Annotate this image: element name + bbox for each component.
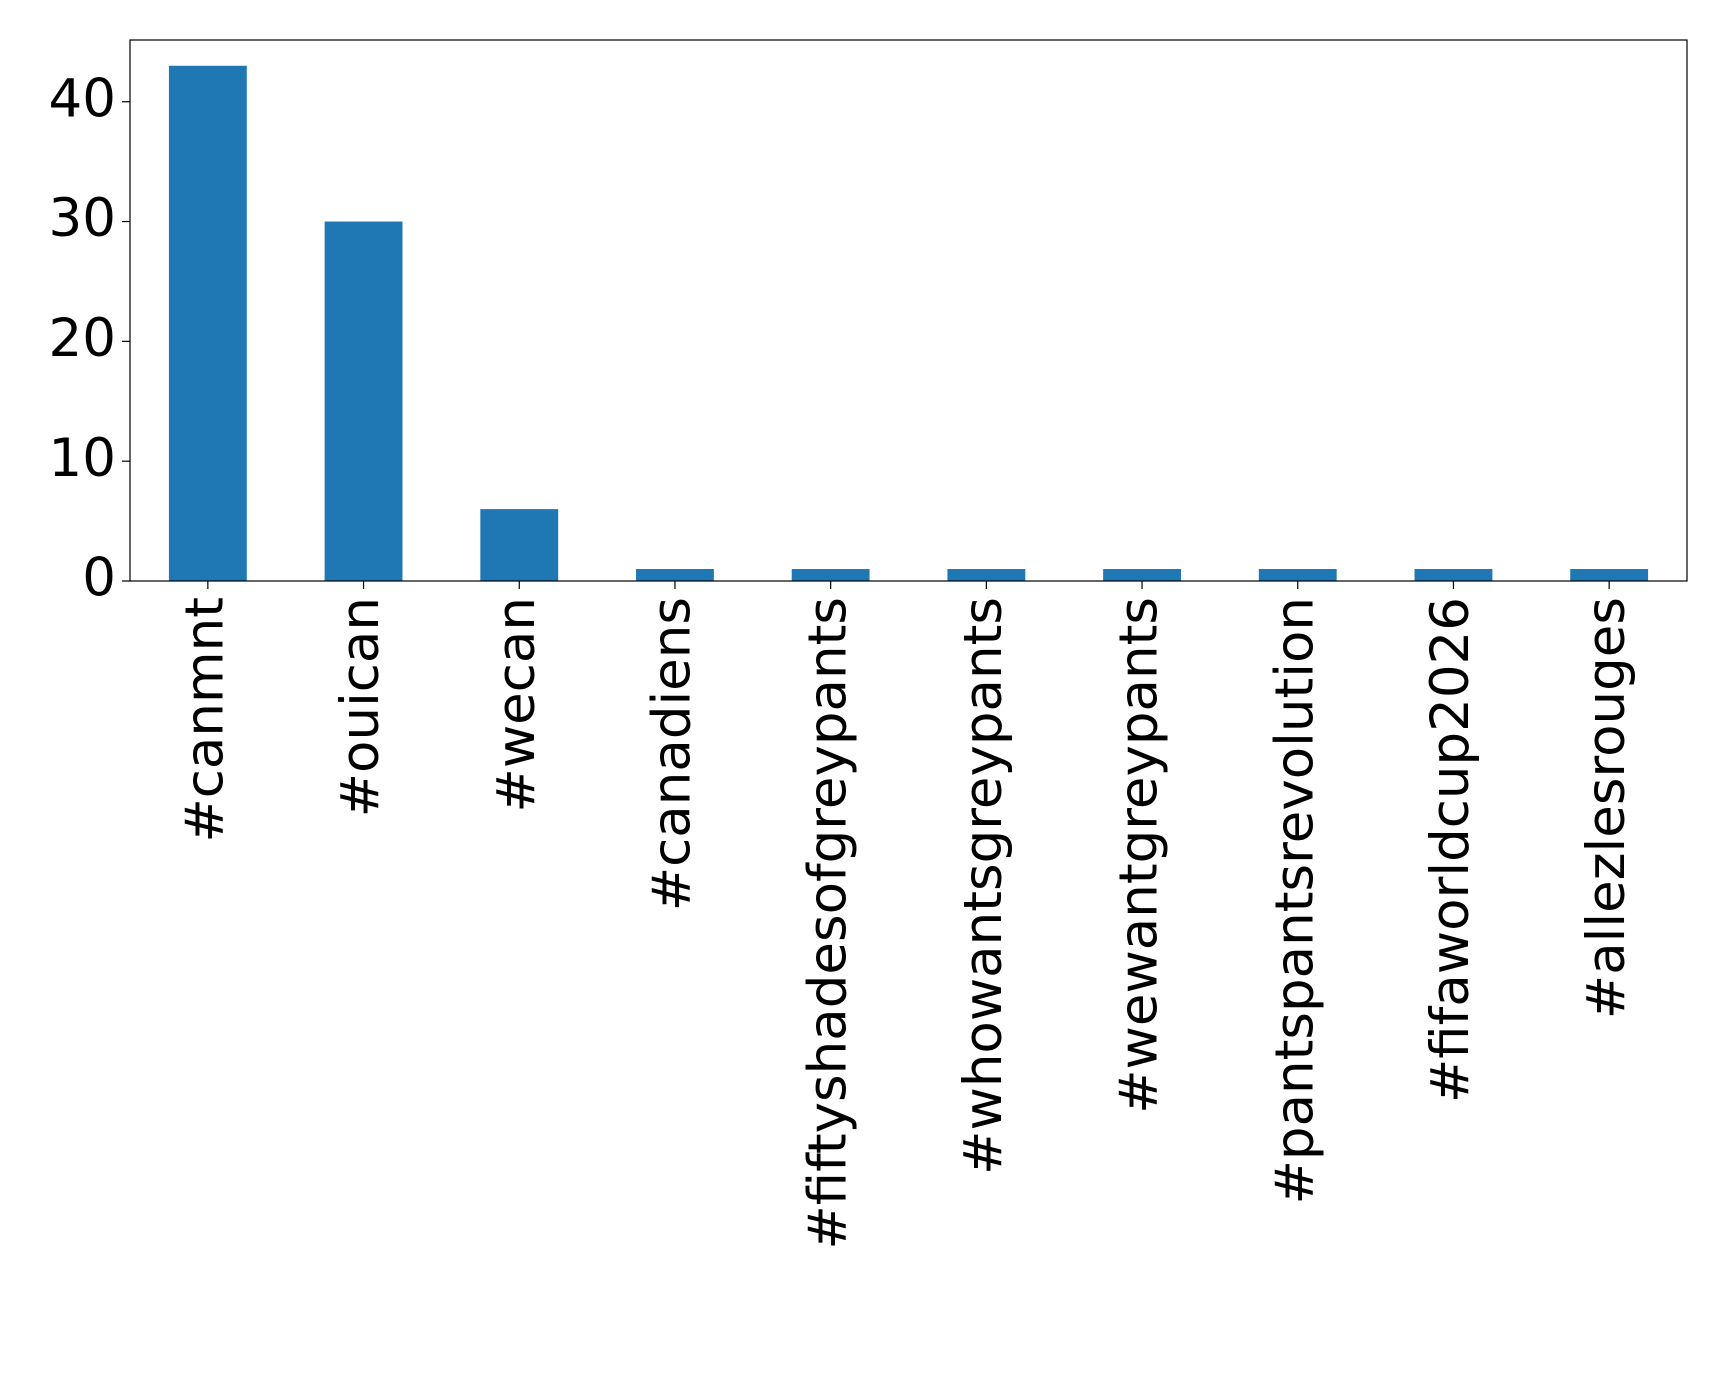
- x-tick-label: #canadiens: [642, 597, 703, 911]
- x-tick-label: #ouican: [330, 597, 391, 817]
- x-tick-label: #fiftyshadesofgreypants: [797, 597, 858, 1250]
- y-tick-label: 20: [49, 308, 116, 369]
- bar: [947, 569, 1026, 581]
- bar: [1570, 569, 1649, 581]
- x-tick-label: #allezlesrouges: [1576, 597, 1637, 1019]
- bar: [636, 569, 714, 581]
- bar: [168, 65, 247, 581]
- bar: [791, 569, 870, 581]
- x-tick-label: #pantspantsrevolution: [1264, 597, 1325, 1204]
- bar: [324, 221, 403, 581]
- plot-frame: [129, 39, 1688, 582]
- y-tick-label: 10: [49, 428, 116, 489]
- x-tick-label: #wewantgreypants: [1109, 597, 1170, 1114]
- y-tick-label: 0: [82, 548, 116, 609]
- y-tick-label: 30: [49, 188, 116, 249]
- bar: [480, 509, 559, 581]
- y-tick-label: 40: [49, 68, 116, 129]
- x-tick-label: #fifaworldcup2026: [1420, 597, 1481, 1103]
- bar: [1414, 569, 1493, 581]
- x-tick-label: #wecan: [486, 597, 547, 813]
- bar: [1258, 569, 1337, 581]
- x-tick-label: #canmnt: [174, 597, 235, 843]
- bar: [1103, 569, 1181, 581]
- x-tick-label: #whowantsgreypants: [953, 597, 1014, 1175]
